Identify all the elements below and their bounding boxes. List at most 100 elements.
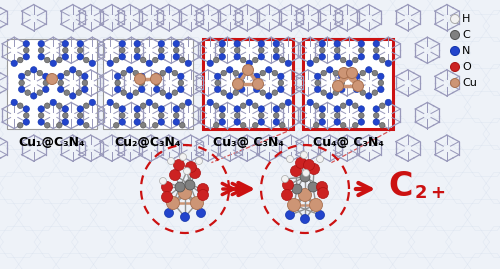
Circle shape bbox=[139, 80, 144, 86]
Circle shape bbox=[240, 122, 246, 128]
Circle shape bbox=[62, 119, 68, 125]
Circle shape bbox=[258, 41, 264, 47]
Circle shape bbox=[240, 57, 246, 63]
Circle shape bbox=[319, 119, 326, 125]
Circle shape bbox=[77, 41, 84, 47]
Circle shape bbox=[198, 189, 208, 200]
Circle shape bbox=[24, 113, 29, 118]
Circle shape bbox=[76, 90, 82, 95]
Circle shape bbox=[373, 119, 380, 125]
Circle shape bbox=[314, 86, 321, 93]
Circle shape bbox=[84, 122, 89, 128]
Circle shape bbox=[62, 47, 68, 53]
Circle shape bbox=[215, 80, 220, 86]
Circle shape bbox=[288, 199, 300, 211]
Circle shape bbox=[234, 113, 240, 118]
Circle shape bbox=[258, 119, 264, 125]
Circle shape bbox=[219, 106, 226, 112]
Circle shape bbox=[18, 86, 25, 93]
Circle shape bbox=[84, 103, 89, 108]
Circle shape bbox=[178, 86, 184, 93]
Circle shape bbox=[166, 93, 172, 99]
Circle shape bbox=[152, 57, 158, 63]
Circle shape bbox=[340, 103, 346, 108]
Circle shape bbox=[308, 182, 318, 192]
Circle shape bbox=[115, 80, 120, 86]
Circle shape bbox=[239, 80, 244, 86]
Circle shape bbox=[18, 73, 25, 80]
Circle shape bbox=[76, 70, 82, 76]
Circle shape bbox=[358, 106, 364, 112]
Circle shape bbox=[300, 151, 308, 158]
Text: $\mathbf{2+}$: $\mathbf{2+}$ bbox=[414, 184, 445, 202]
Circle shape bbox=[89, 60, 96, 66]
Circle shape bbox=[180, 57, 185, 63]
Circle shape bbox=[314, 57, 319, 63]
Circle shape bbox=[300, 172, 310, 182]
Bar bbox=[103, 39, 193, 129]
Circle shape bbox=[266, 67, 272, 73]
Circle shape bbox=[64, 70, 70, 76]
Circle shape bbox=[158, 113, 164, 118]
Circle shape bbox=[360, 90, 366, 95]
Circle shape bbox=[175, 182, 185, 192]
Circle shape bbox=[114, 86, 121, 93]
Circle shape bbox=[174, 113, 179, 118]
Circle shape bbox=[320, 113, 325, 118]
Circle shape bbox=[38, 41, 44, 47]
Circle shape bbox=[196, 208, 205, 218]
Circle shape bbox=[286, 155, 294, 162]
Text: N: N bbox=[462, 46, 470, 56]
Circle shape bbox=[62, 54, 68, 60]
Circle shape bbox=[242, 65, 254, 76]
Circle shape bbox=[340, 57, 346, 63]
Circle shape bbox=[114, 103, 119, 108]
Circle shape bbox=[272, 90, 278, 95]
Circle shape bbox=[280, 122, 285, 128]
Circle shape bbox=[258, 47, 264, 53]
Circle shape bbox=[304, 160, 314, 171]
Circle shape bbox=[226, 93, 233, 99]
Circle shape bbox=[320, 47, 325, 53]
Circle shape bbox=[246, 99, 252, 106]
Circle shape bbox=[285, 60, 292, 66]
Circle shape bbox=[354, 86, 360, 93]
Circle shape bbox=[11, 99, 18, 106]
Circle shape bbox=[184, 168, 190, 175]
Circle shape bbox=[272, 70, 278, 76]
Circle shape bbox=[219, 41, 226, 47]
Circle shape bbox=[246, 60, 252, 66]
Circle shape bbox=[352, 57, 358, 63]
Circle shape bbox=[252, 122, 258, 128]
Circle shape bbox=[185, 60, 192, 66]
Circle shape bbox=[134, 47, 140, 53]
Circle shape bbox=[338, 68, 349, 79]
Circle shape bbox=[18, 103, 23, 108]
Circle shape bbox=[84, 57, 89, 63]
Circle shape bbox=[380, 103, 385, 108]
Circle shape bbox=[240, 103, 246, 108]
Circle shape bbox=[207, 99, 214, 106]
Circle shape bbox=[360, 70, 366, 76]
Circle shape bbox=[186, 161, 196, 172]
Circle shape bbox=[319, 41, 326, 47]
Circle shape bbox=[338, 86, 345, 93]
Circle shape bbox=[140, 57, 146, 63]
Circle shape bbox=[119, 106, 126, 112]
Circle shape bbox=[290, 165, 302, 176]
Circle shape bbox=[273, 41, 280, 47]
Circle shape bbox=[314, 103, 319, 108]
Circle shape bbox=[334, 113, 340, 118]
Circle shape bbox=[23, 106, 30, 112]
Circle shape bbox=[307, 60, 314, 66]
Circle shape bbox=[254, 80, 260, 86]
Circle shape bbox=[252, 79, 264, 90]
Circle shape bbox=[273, 119, 280, 125]
Circle shape bbox=[338, 73, 345, 80]
Circle shape bbox=[152, 103, 158, 108]
Circle shape bbox=[373, 106, 380, 112]
Bar bbox=[303, 39, 393, 129]
Circle shape bbox=[366, 67, 372, 73]
Circle shape bbox=[374, 47, 379, 53]
Circle shape bbox=[302, 169, 310, 176]
